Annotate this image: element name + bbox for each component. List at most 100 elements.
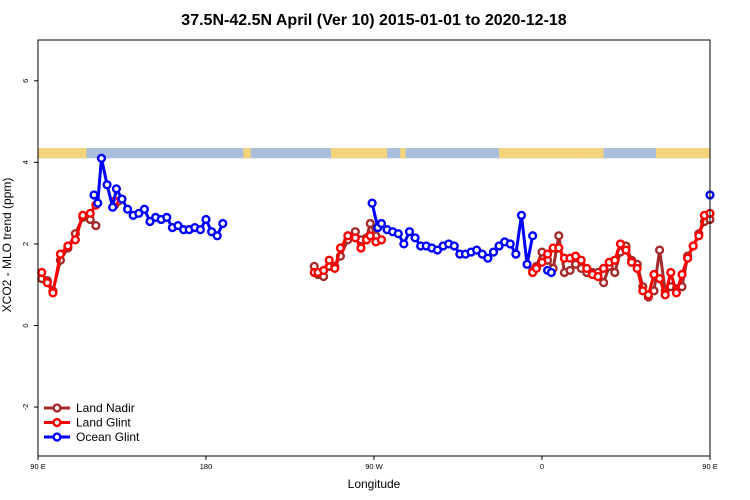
data-point (610, 255, 620, 265)
x-tick-label: 180 (200, 462, 213, 471)
data-point (367, 198, 377, 208)
data-point (593, 271, 603, 282)
data-point (335, 243, 346, 253)
data-point (488, 247, 499, 257)
data-point (399, 239, 409, 249)
data-point (671, 288, 682, 298)
data-point (632, 263, 642, 273)
data-point (343, 231, 353, 241)
legend-label: Land Glint (76, 416, 131, 430)
plot-frame (37, 39, 711, 457)
data-point (682, 253, 693, 263)
data-point (626, 257, 637, 267)
data-point (393, 229, 403, 239)
y-tick-label: 2 (21, 242, 30, 246)
y-axis-label: XCO2 - MLO trend (ppm) (0, 178, 14, 313)
data-point (546, 267, 556, 278)
data-point (55, 249, 66, 259)
map-band (38, 148, 710, 159)
data-point (565, 265, 575, 276)
legend-item-land-nadir: Land Nadir (44, 401, 135, 415)
data-point (621, 245, 631, 255)
legend-item-ocean-glint: Ocean Glint (44, 430, 140, 444)
data-point (643, 290, 654, 300)
x-tick-label: 0 (540, 462, 544, 471)
data-point (688, 241, 698, 251)
data-point (365, 231, 375, 241)
band-land-8 (655, 148, 675, 159)
data-point (93, 198, 103, 208)
legend-marker (52, 432, 62, 442)
data-point (576, 255, 586, 265)
data-point (404, 227, 415, 237)
band-land-1 (58, 148, 87, 159)
data-point (365, 218, 375, 229)
legend-item-land-glint: Land Glint (44, 416, 131, 430)
data-point (522, 259, 532, 269)
data-point (505, 239, 515, 249)
data-point (108, 202, 118, 212)
band-land-4 (400, 148, 406, 159)
y-tick-label: 0 (21, 323, 30, 327)
legend-marker (52, 403, 62, 413)
data-point (91, 220, 101, 231)
band-land-7 (577, 148, 604, 159)
data-point (201, 214, 211, 225)
x-tick-label: 90 E (702, 462, 717, 471)
band-land-0 (38, 148, 59, 159)
data-point (542, 249, 553, 259)
band-land-5 (499, 148, 528, 159)
data-point (511, 249, 521, 259)
data-point (483, 253, 493, 263)
data-point (350, 233, 360, 243)
data-point (528, 231, 538, 241)
data-point (102, 180, 112, 190)
data-point (554, 231, 564, 241)
y-tick-label: 6 (21, 79, 30, 83)
x-axis-label: Longitude (348, 477, 401, 491)
band-land-6 (527, 148, 580, 159)
x-ticks: 90 E 180 90 W 0 90 E (30, 456, 718, 471)
data-point (42, 278, 52, 288)
data-point (218, 218, 228, 229)
y-ticks: -2 0 2 4 6 (21, 79, 38, 411)
data-point (554, 243, 564, 253)
data-point (96, 153, 107, 163)
x-tick-label: 90 W (365, 462, 383, 471)
data-point (122, 204, 133, 214)
data-point (48, 288, 58, 298)
y-tick-label: -2 (21, 404, 30, 411)
data-point (139, 204, 150, 214)
data-point (537, 257, 547, 267)
data-point (677, 269, 687, 280)
data-point (89, 190, 99, 200)
data-point (195, 225, 206, 235)
band-land-9 (674, 148, 710, 159)
data-point (598, 263, 609, 273)
data-point (666, 267, 676, 278)
series-layer (37, 153, 715, 302)
data-point (330, 263, 340, 273)
data-point (212, 231, 222, 241)
data-point (582, 263, 592, 273)
data-point (660, 290, 670, 300)
data-point (117, 194, 127, 204)
band-land-3 (331, 148, 388, 159)
data-point (410, 233, 420, 243)
data-point (70, 235, 80, 245)
data-point (324, 255, 334, 265)
data-point (111, 184, 122, 194)
chart-title: 37.5N-42.5N April (Ver 10) 2015-01-01 to… (181, 12, 567, 29)
data-point (162, 212, 172, 223)
data-point (531, 263, 542, 273)
data-point (85, 208, 95, 218)
data-point (376, 218, 387, 229)
data-point (654, 273, 665, 284)
legend-label: Land Nadir (76, 401, 135, 415)
data-point (694, 231, 704, 241)
data-point (610, 267, 620, 278)
data-point (654, 245, 665, 255)
data-point (63, 241, 73, 251)
